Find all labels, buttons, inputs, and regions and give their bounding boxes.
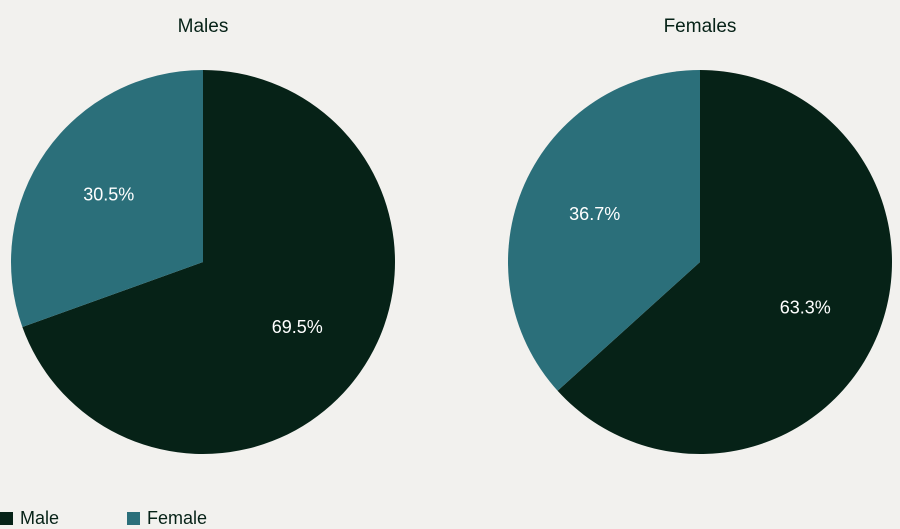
chart-title: Males: [178, 16, 229, 37]
legend-label: Male: [20, 508, 59, 528]
legend-swatch: [127, 512, 140, 525]
pie-slice: [10, 70, 203, 328]
pie-slice: [557, 70, 892, 454]
data-label: 69.5%: [272, 317, 323, 337]
data-label: 30.5%: [83, 185, 134, 205]
pie-slice: [508, 69, 700, 391]
pie-slice: [22, 70, 396, 455]
legend-swatch: [0, 512, 13, 525]
legend-label: Female: [147, 508, 207, 528]
chart-title: Females: [664, 16, 737, 37]
data-label: 63.3%: [780, 297, 831, 317]
data-label: 36.7%: [569, 204, 620, 224]
